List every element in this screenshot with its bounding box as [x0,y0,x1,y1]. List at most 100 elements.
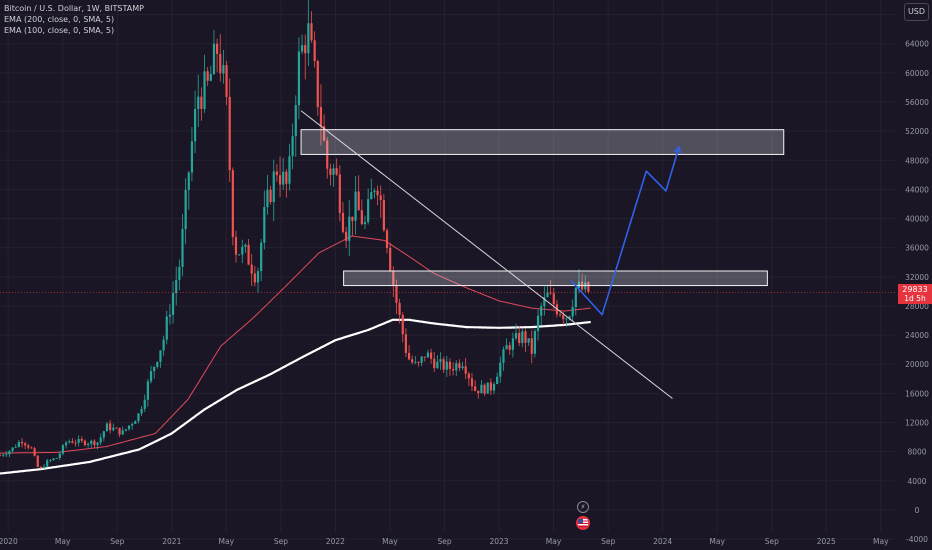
candle-body [511,338,514,350]
time-tick-label: May [382,537,398,546]
price-tick-label: 24000 [905,331,929,340]
candle-body [448,361,452,369]
candle-body [313,40,316,62]
candle-body [33,448,36,456]
candle-body [212,43,216,75]
candle-body [398,302,401,315]
candle-body [52,458,55,461]
price-tick-label: 28000 [905,302,929,311]
candle-body [124,429,127,431]
candle-body [216,43,219,55]
time-axis[interactable]: 2020 May Sep 2021 May Sep 2022 May Sep 2023 May Sep… [0,537,889,546]
candle-body [266,189,269,208]
drawing-annotations[interactable] [300,110,785,399]
price-tick-label: 8000 [907,448,926,457]
candle-body [105,423,109,432]
candle-body [241,246,244,255]
candle-body [461,366,464,369]
candle-body [558,314,562,316]
candle-body [307,23,310,54]
candle-body [316,61,319,108]
candle-body [351,216,354,221]
time-tick-label: 2022 [326,537,345,546]
lower-support-zone [343,270,768,287]
last-price-label: 29833 1d 5h [898,284,932,304]
candle-body [250,264,253,274]
candle-body [24,443,27,446]
candle-body [187,172,190,190]
candle-body [156,362,159,367]
candle-body [508,345,511,350]
lightning-icon[interactable]: ⚡ [577,501,589,513]
candle-body [587,282,590,293]
price-tick-label: 4000 [907,477,926,486]
time-tick-label: Sep [437,537,451,546]
ema200-path [0,318,591,475]
time-tick-label: 2020 [0,537,18,546]
candle-body [190,141,194,173]
candle-body [127,425,131,430]
candle-body [304,45,307,54]
candle-body [426,352,430,358]
price-tick-label: 20000 [905,360,929,369]
ema200-line [0,318,591,475]
candle-body [159,350,162,363]
symbol-title[interactable]: Bitcoin / U.S. Dollar, 1W, BITSTAMP [4,4,144,13]
candle-body [247,244,250,265]
candle-body [411,359,414,363]
candle-body [244,244,247,247]
candle-body [137,413,140,422]
candle-body [310,23,313,41]
candle-body [392,270,395,286]
price-tick-label: 0 [915,506,920,515]
candle-body [93,440,96,446]
candle-body [492,384,496,391]
candle-body [429,352,433,359]
candle-body [382,200,385,231]
time-tick-label: May [873,537,889,546]
price-tick-label: 48000 [905,156,929,165]
candle-body [17,441,20,447]
candle-body [8,450,11,455]
candle-body [521,331,524,344]
candle-body [496,376,499,385]
currency-button[interactable]: USD [904,3,929,21]
candle-body [121,430,124,435]
candle-body [464,366,467,374]
candle-body [253,273,256,283]
candle-body [297,51,301,106]
candle-body [11,447,14,451]
ema-200-legend[interactable]: EMA (200, close, 0, SMA, 5) [4,15,115,24]
candle-body [565,318,568,320]
price-tick-label: 32000 [905,273,929,282]
chart-legend: Bitcoin / U.S. Dollar, 1W, BITSTAMP EMA … [4,3,144,36]
candle-body [338,174,341,213]
candle-body [46,460,49,467]
candle-body [354,191,357,221]
candle-body [458,363,461,369]
ema-100-legend[interactable]: EMA (100, close, 0, SMA, 5) [4,26,115,35]
candle-body [423,356,426,358]
candle-body [228,96,231,171]
time-tick-label: 2023 [489,537,508,546]
price-tick-label: 44000 [905,185,929,194]
candle-body [549,292,552,294]
candle-body [414,362,417,363]
time-tick-label: Sep [274,537,288,546]
candle-body [332,168,335,175]
candle-body [518,332,521,344]
candle-body [143,399,146,409]
candle-body [256,271,260,283]
candle-body [285,171,288,184]
candle-body [175,279,178,294]
price-tick-label: 64000 [905,40,929,49]
candle-body [0,455,2,457]
candle-body [197,96,200,110]
price-tick-label: 56000 [905,98,929,107]
us-flag-icon[interactable] [576,516,590,530]
candle-body [442,359,445,370]
time-tick-label: Sep [110,537,124,546]
candle-body [115,427,118,429]
candle-body [178,266,181,280]
